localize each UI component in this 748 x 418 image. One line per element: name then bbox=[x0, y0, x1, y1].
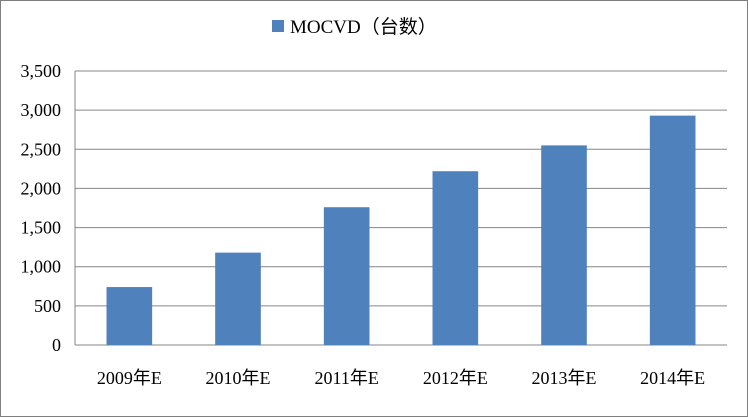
x-tick-label: 2013年E bbox=[532, 368, 597, 388]
x-tick-label: 2011年E bbox=[315, 368, 379, 388]
bar bbox=[432, 171, 479, 345]
bar bbox=[106, 287, 153, 345]
legend: MOCVD（台数） bbox=[272, 16, 437, 38]
y-tick-label: 0 bbox=[52, 335, 61, 355]
gridlines bbox=[74, 70, 727, 346]
y-tick-label: 3,500 bbox=[21, 61, 62, 81]
bar bbox=[649, 115, 696, 345]
bar bbox=[541, 145, 587, 345]
y-tick-label: 500 bbox=[34, 296, 61, 316]
bar bbox=[215, 252, 261, 345]
y-axis-ticks: 0 500 1,000 1,500 2,000 2,500 3,000 3,500 bbox=[21, 61, 62, 355]
x-tick-label: 2009年E bbox=[97, 368, 162, 388]
x-tick-label: 2012年E bbox=[423, 368, 488, 388]
y-tick-label: 3,000 bbox=[21, 100, 62, 120]
y-tick-label: 1,000 bbox=[21, 257, 62, 277]
bar-series bbox=[106, 115, 696, 345]
y-tick-label: 2,500 bbox=[21, 139, 62, 159]
bar bbox=[323, 207, 370, 345]
y-tick-label: 1,500 bbox=[21, 218, 62, 238]
x-axis-ticks: 2009年E 2010年E 2011年E 2012年E 2013年E 2014年E bbox=[97, 368, 705, 388]
x-tick-label: 2010年E bbox=[206, 368, 271, 388]
y-tick-label: 2,000 bbox=[21, 178, 62, 198]
legend-label: MOCVD（台数） bbox=[290, 16, 437, 38]
legend-swatch bbox=[272, 20, 284, 32]
x-tick-label: 2014年E bbox=[640, 368, 705, 388]
